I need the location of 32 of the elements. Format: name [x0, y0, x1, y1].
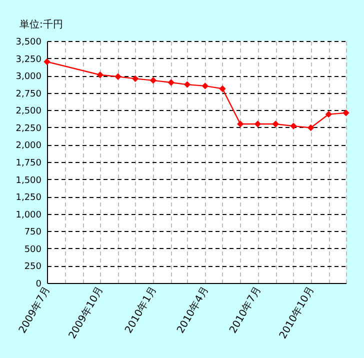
- y-tick-label: 500: [24, 244, 42, 255]
- y-tick-label: 3,500: [16, 38, 42, 48]
- y-tick-label: 2,500: [16, 106, 42, 117]
- point: [307, 124, 314, 132]
- y-tick-label: 1,000: [16, 210, 42, 220]
- point: [325, 110, 332, 118]
- y-tick-label: 1,250: [16, 193, 42, 204]
- y-tick-label: 250: [24, 262, 42, 272]
- y-tick-label: 2,750: [16, 89, 42, 100]
- point: [114, 73, 122, 80]
- point: [96, 72, 104, 78]
- y-axis-title: 単位:千円: [20, 18, 63, 30]
- y-tick-label: 750: [24, 228, 42, 238]
- point: [44, 58, 50, 66]
- y-tick-label: 2,000: [16, 141, 42, 152]
- point: [168, 79, 174, 86]
- y-tick-label: 2,250: [16, 124, 42, 134]
- y-tick-label: 1,500: [16, 176, 42, 186]
- y-tick-label: 3,250: [16, 54, 42, 65]
- point: [254, 120, 262, 128]
- point: [132, 75, 139, 82]
- point: [184, 81, 191, 88]
- point: [150, 77, 157, 84]
- point: [202, 82, 209, 90]
- point: [290, 122, 297, 130]
- y-tick-label: 3,000: [16, 72, 42, 82]
- point: [237, 120, 244, 128]
- point: [219, 85, 226, 92]
- point: [272, 120, 279, 128]
- y-tick-label: 1,750: [16, 158, 42, 168]
- y-tick-label: 0: [36, 280, 42, 290]
- point: [342, 110, 350, 116]
